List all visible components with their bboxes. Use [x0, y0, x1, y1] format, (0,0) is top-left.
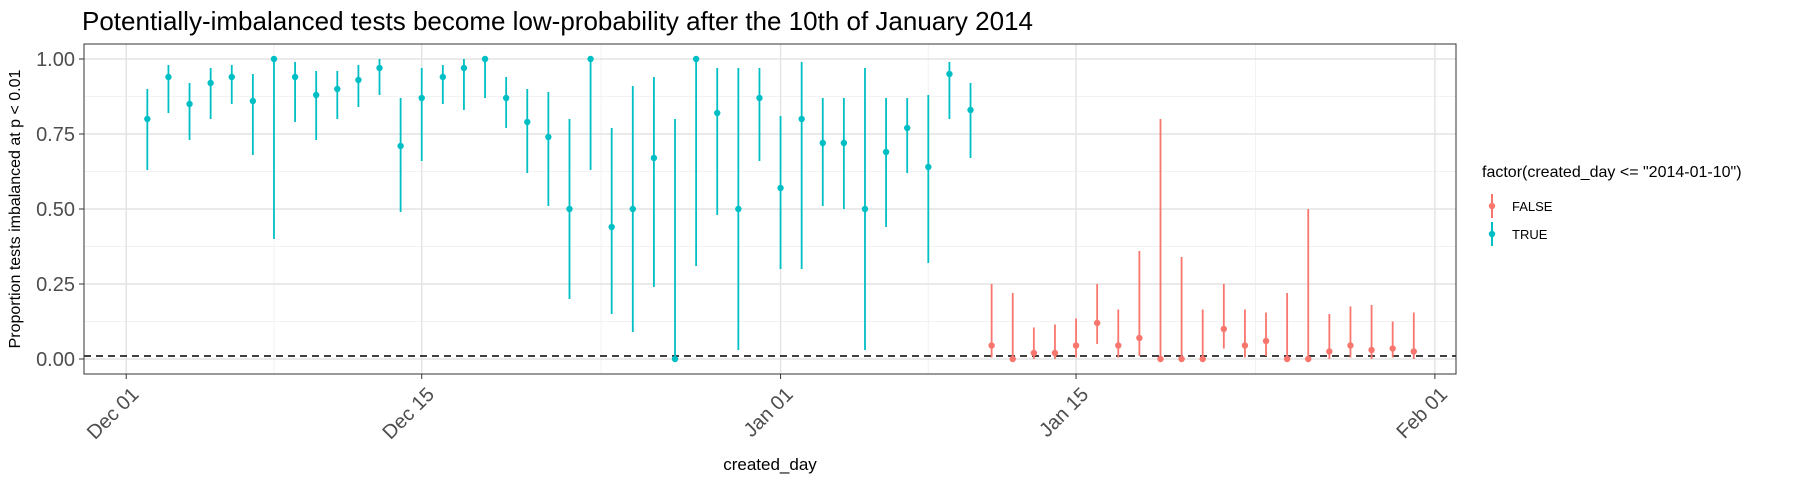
data-point: [524, 118, 531, 126]
data-point: [1072, 342, 1080, 349]
data-point: [566, 205, 573, 213]
data-point: [1030, 349, 1038, 357]
data-point: [228, 73, 235, 81]
legend-title: factor(created_day <= "2014-01-10"): [1482, 164, 1742, 181]
data-point: [946, 70, 953, 78]
x-tick-label: Feb 01: [1392, 384, 1452, 444]
data-point: [692, 55, 700, 63]
data-point: [334, 85, 341, 93]
data-point: [1283, 355, 1291, 363]
y-tick-label: 0.25: [36, 274, 75, 296]
data-point: [608, 223, 615, 231]
data-point: [270, 55, 278, 63]
data-point: [904, 124, 911, 132]
data-point: [439, 73, 447, 81]
y-axis-title: Proportion tests imbalanced at p < 0.01: [7, 69, 24, 348]
data-point: [1093, 319, 1101, 327]
legend-item-false: FALSE: [1482, 192, 1742, 220]
data-point: [460, 64, 468, 72]
data-point: [207, 79, 214, 87]
data-point: [1178, 355, 1185, 363]
data-point: [777, 184, 784, 192]
y-tick-label: 0.00: [36, 349, 75, 371]
data-point: [925, 163, 932, 171]
chart-title: Potentially-imbalanced tests become low-…: [82, 6, 1033, 36]
data-point: [1262, 337, 1270, 345]
data-point: [186, 100, 193, 108]
data-point: [418, 94, 425, 102]
x-tick-label: Jan 01: [740, 384, 798, 442]
data-point: [840, 139, 848, 147]
data-point: [1199, 355, 1206, 363]
data-point: [671, 355, 679, 363]
legend-item-true: TRUE: [1482, 220, 1742, 248]
data-point: [1389, 345, 1396, 352]
data-point: [756, 94, 763, 102]
data-point: [735, 205, 742, 213]
data-point: [1220, 325, 1228, 333]
data-point: [1009, 355, 1016, 363]
data-point: [144, 115, 151, 123]
data-point: [1347, 342, 1354, 349]
legend-label-true: TRUE: [1512, 226, 1548, 242]
data-point: [291, 73, 299, 81]
x-tick-label: Dec 01: [83, 384, 143, 444]
y-tick-label: 0.75: [36, 124, 75, 146]
legend-label-false: FALSE: [1512, 198, 1553, 214]
data-point: [1157, 355, 1164, 363]
y-tick-label: 0.50: [36, 199, 75, 221]
data-point: [1305, 355, 1312, 363]
data-point: [1326, 348, 1333, 355]
data-point: [714, 109, 721, 117]
grid-lines: [84, 44, 1456, 374]
data-point: [967, 106, 974, 114]
data-point: [1368, 346, 1375, 354]
y-tick-label: 1.00: [36, 49, 75, 71]
data-point: [1410, 348, 1417, 355]
data-point: [587, 55, 594, 63]
data-point: [1051, 349, 1059, 357]
legend: factor(created_day <= "2014-01-10") FALS…: [1482, 164, 1742, 248]
data-point: [355, 76, 362, 84]
data-point: [861, 205, 869, 213]
x-axis-title: created_day: [723, 455, 817, 474]
data-point: [165, 73, 172, 81]
data-point: [819, 139, 826, 147]
data-layer: [144, 55, 1417, 363]
data-point: [1136, 334, 1143, 342]
data-point: [249, 97, 257, 105]
data-point: [481, 55, 489, 63]
data-point: [1241, 342, 1249, 349]
data-point: [502, 94, 510, 102]
data-point: [629, 205, 636, 213]
legend-key-true: [1488, 222, 1496, 246]
data-point: [397, 142, 404, 150]
data-point: [376, 64, 383, 72]
x-tick-label: Jan 15: [1035, 384, 1093, 442]
data-point: [1115, 342, 1122, 349]
data-point: [798, 115, 805, 123]
data-point: [650, 154, 658, 162]
data-point: [988, 342, 995, 349]
data-point: [882, 148, 890, 156]
legend-key-false: [1488, 194, 1496, 218]
data-point: [312, 91, 320, 99]
x-tick-label: Dec 15: [379, 384, 439, 444]
data-point: [545, 133, 552, 141]
